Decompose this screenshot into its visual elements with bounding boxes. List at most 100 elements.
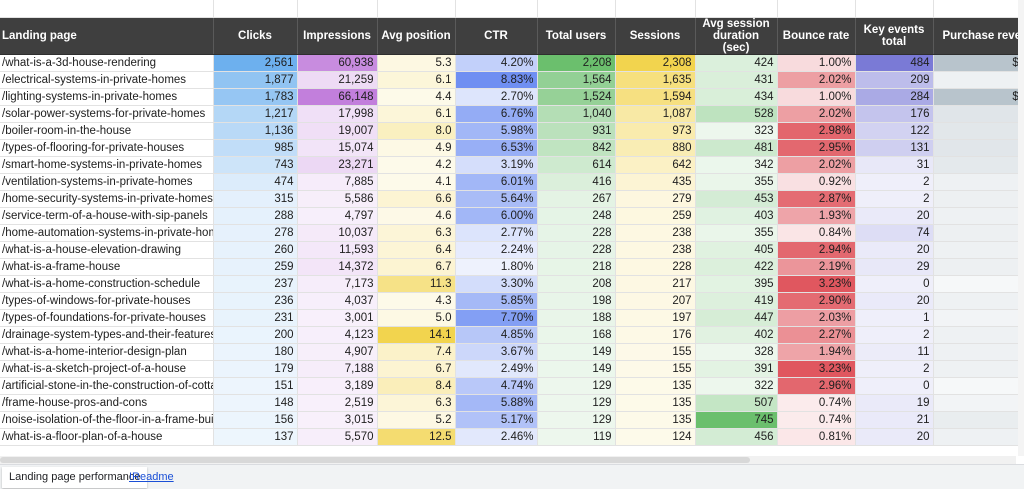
metric-cell[interactable]: 238 [615,224,696,242]
metric-cell[interactable]: $4,92 [933,411,1018,429]
metric-cell[interactable]: 435 [615,173,696,191]
column-header[interactable]: Avg position [377,17,456,55]
metric-cell[interactable]: 188 [537,309,616,327]
metric-cell[interactable]: 1,524 [537,88,616,106]
metric-cell[interactable]: 6.01% [455,173,538,191]
metric-cell[interactable]: 6.4 [377,241,456,259]
metric-cell[interactable]: 7,188 [297,360,378,378]
landing-page-cell[interactable]: /types-of-flooring-for-private-houses [0,139,214,157]
metric-cell[interactable]: 2.49% [455,360,538,378]
metric-cell[interactable]: 5.3 [377,54,456,72]
cell[interactable] [777,0,856,18]
landing-page-cell[interactable]: /frame-house-pros-and-cons [0,394,214,412]
column-header[interactable]: Total users [537,17,616,55]
metric-cell[interactable]: 6.6 [377,190,456,208]
landing-page-cell[interactable]: /lighting-systems-in-private-homes [0,88,214,106]
landing-page-cell[interactable]: /noise-isolation-of-the-floor-in-a-frame… [0,411,214,429]
metric-cell[interactable]: 1,136 [213,122,298,140]
metric-cell[interactable]: 5.85% [455,292,538,310]
metric-cell[interactable]: 288 [213,207,298,225]
metric-cell[interactable]: 284 [855,88,934,106]
metric-cell[interactable]: $3,32 [933,258,1018,276]
metric-cell[interactable]: 2,519 [297,394,378,412]
metric-cell[interactable]: 129 [537,377,616,395]
metric-cell[interactable]: 5.88% [455,394,538,412]
metric-cell[interactable]: $8,06 [933,105,1018,123]
column-header[interactable]: Bounce rate [777,17,856,55]
metric-cell[interactable]: 31 [855,156,934,174]
metric-cell[interactable]: 21 [855,411,934,429]
landing-page-cell[interactable]: /what-is-a-home-interior-design-plan [0,343,214,361]
metric-cell[interactable]: 197 [615,309,696,327]
metric-cell[interactable]: 6.76% [455,105,538,123]
metric-cell[interactable]: 14.1 [377,326,456,344]
metric-cell[interactable]: 2.77% [455,224,538,242]
metric-cell[interactable]: 424 [695,54,778,72]
landing-page-cell[interactable]: /artificial-stone-in-the-construction-of… [0,377,214,395]
metric-cell[interactable]: 2 [855,326,934,344]
metric-cell[interactable]: 973 [615,122,696,140]
metric-cell[interactable]: 180 [213,343,298,361]
metric-cell[interactable]: 323 [695,122,778,140]
metric-cell[interactable]: 484 [855,54,934,72]
metric-cell[interactable]: 20 [855,241,934,259]
metric-cell[interactable]: 2.02% [777,71,856,89]
metric-cell[interactable]: 416 [537,173,616,191]
metric-cell[interactable]: 11 [855,343,934,361]
metric-cell[interactable]: 0 [855,275,934,293]
metric-cell[interactable]: 2.90% [777,292,856,310]
metric-cell[interactable]: 149 [537,360,616,378]
metric-cell[interactable]: 4.74% [455,377,538,395]
metric-cell[interactable]: 1.94% [777,343,856,361]
metric-cell[interactable]: 3,015 [297,411,378,429]
metric-cell[interactable]: $3,13 [933,428,1018,446]
metric-cell[interactable]: 259 [213,258,298,276]
metric-cell[interactable]: $ [933,275,1018,293]
metric-cell[interactable]: 842 [537,139,616,157]
metric-cell[interactable]: 2.02% [777,105,856,123]
metric-cell[interactable]: 0.92% [777,173,856,191]
metric-cell[interactable]: 1,564 [537,71,616,89]
metric-cell[interactable]: 4,797 [297,207,378,225]
metric-cell[interactable]: 66,148 [297,88,378,106]
metric-cell[interactable]: 4.3 [377,292,456,310]
metric-cell[interactable]: 151 [213,377,298,395]
metric-cell[interactable]: 4,123 [297,326,378,344]
metric-cell[interactable]: 156 [213,411,298,429]
metric-cell[interactable]: 217 [615,275,696,293]
landing-page-cell[interactable]: /what-is-a-house-elevation-drawing [0,241,214,259]
metric-cell[interactable]: 931 [537,122,616,140]
metric-cell[interactable]: 880 [615,139,696,157]
metric-cell[interactable]: 5.2 [377,411,456,429]
metric-cell[interactable]: 391 [695,360,778,378]
metric-cell[interactable]: 481 [695,139,778,157]
landing-page-cell[interactable]: /service-term-of-a-house-with-sip-panels [0,207,214,225]
metric-cell[interactable]: 2.24% [455,241,538,259]
metric-cell[interactable]: 129 [537,411,616,429]
metric-cell[interactable]: 236 [213,292,298,310]
metric-cell[interactable]: $2,99 [933,326,1018,344]
metric-cell[interactable]: 4,907 [297,343,378,361]
metric-cell[interactable]: 218 [537,258,616,276]
metric-cell[interactable]: 1,594 [615,88,696,106]
metric-cell[interactable]: 474 [213,173,298,191]
metric-cell[interactable]: 2,208 [537,54,616,72]
metric-cell[interactable]: $22,68 [933,88,1018,106]
metric-cell[interactable]: 614 [537,156,616,174]
metric-cell[interactable]: $2,95 [933,241,1018,259]
metric-cell[interactable]: $3,03 [933,71,1018,89]
metric-cell[interactable]: 137 [213,428,298,446]
metric-cell[interactable]: 231 [213,309,298,327]
metric-cell[interactable]: 5,570 [297,428,378,446]
landing-page-cell[interactable]: /what-is-a-frame-house [0,258,214,276]
metric-cell[interactable]: 1,217 [213,105,298,123]
metric-cell[interactable]: 0.74% [777,394,856,412]
cell[interactable] [297,0,378,18]
landing-page-cell[interactable]: /home-automation-systems-in-private-home… [0,224,214,242]
metric-cell[interactable]: 2.46% [455,428,538,446]
metric-cell[interactable]: $3,33 [933,224,1018,242]
metric-cell[interactable]: 3,189 [297,377,378,395]
landing-page-cell[interactable]: /smart-home-systems-in-private-homes [0,156,214,174]
landing-page-cell[interactable]: /what-is-a-floor-plan-of-a-house [0,428,214,446]
metric-cell[interactable]: 0 [855,377,934,395]
